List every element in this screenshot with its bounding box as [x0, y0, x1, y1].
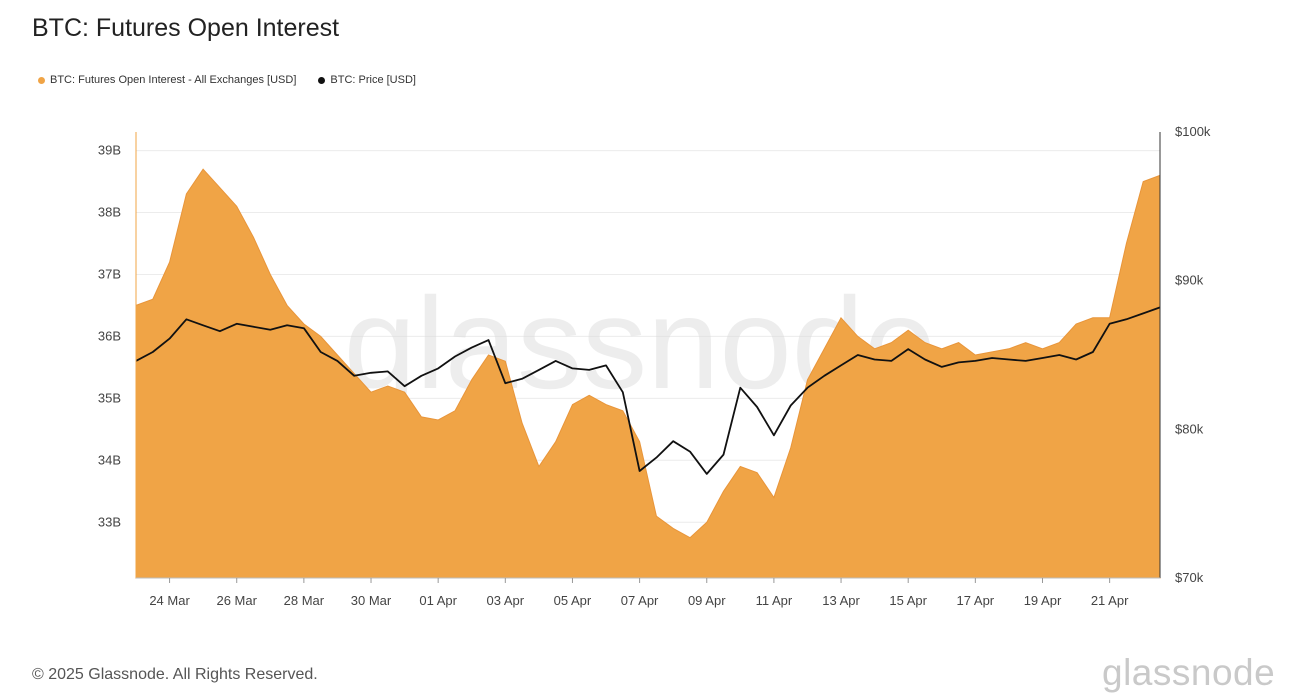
x-tick-label: 11 Apr [756, 593, 793, 608]
x-tick-label: 19 Apr [1024, 593, 1062, 608]
y-right-tick-label: $100k [1175, 124, 1211, 139]
x-tick-label: 15 Apr [889, 593, 927, 608]
brand-logo: glassnode [1102, 652, 1276, 693]
legend-label-price: BTC: Price [USD] [330, 74, 416, 86]
open-interest-area [135, 168, 1161, 579]
legend-item-price[interactable]: BTC: Price [USD] [318, 74, 416, 86]
y-left-tick-label: 34B [98, 452, 121, 467]
axes: 33B 34B 35B 36B 37B 38B 39B $70k $80k $90k $100k 24… [98, 124, 1211, 608]
x-tick-label: 09 Apr [688, 593, 726, 608]
chart-plot[interactable]: glassnode 33B34B35B36B37B38B39B$70k$80k$… [0, 0, 1296, 640]
legend-label-open-interest: BTC: Futures Open Interest - All Exchang… [50, 74, 297, 86]
copyright-text: © 2025 Glassnode. All Rights Reserved. [32, 666, 318, 683]
price-line-layer [135, 306, 1161, 475]
x-tick-label: 30 Mar [351, 593, 392, 608]
legend-dot-open-interest [38, 76, 45, 84]
x-tick-label: 24 Mar [149, 593, 190, 608]
y-left-tick-label: 38B [98, 205, 121, 220]
x-tick-label: 26 Mar [216, 593, 257, 608]
x-tick-label: 05 Apr [554, 593, 592, 608]
x-tick-label: 13 Apr [822, 593, 860, 608]
x-tick-label: 01 Apr [419, 593, 457, 608]
legend: BTC: Futures Open Interest - All Exchang… [38, 74, 416, 86]
legend-dot-price [318, 76, 326, 84]
x-tick-label: 03 Apr [487, 593, 525, 608]
y-left-tick-label: 36B [98, 328, 121, 343]
open-interest-area-layer [135, 168, 1161, 579]
y-left-tick-label: 33B [98, 514, 121, 529]
price-line [135, 306, 1161, 475]
y-right-tick-label: $80k [1175, 421, 1204, 436]
x-tick-label: 21 Apr [1091, 593, 1129, 608]
chart-title: BTC: Futures Open Interest [32, 14, 340, 42]
x-tick-label: 17 Apr [957, 593, 995, 608]
x-tick-label: 28 Mar [284, 593, 325, 608]
y-right-tick-label: $70k [1175, 570, 1204, 585]
y-left-tick-label: 37B [98, 266, 121, 281]
y-left-tick-label: 39B [98, 143, 121, 158]
y-left-tick-label: 35B [98, 390, 121, 405]
x-tick-label: 07 Apr [621, 593, 659, 608]
legend-item-open-interest[interactable]: BTC: Futures Open Interest - All Exchang… [38, 74, 296, 86]
y-right-tick-label: $90k [1175, 273, 1204, 288]
